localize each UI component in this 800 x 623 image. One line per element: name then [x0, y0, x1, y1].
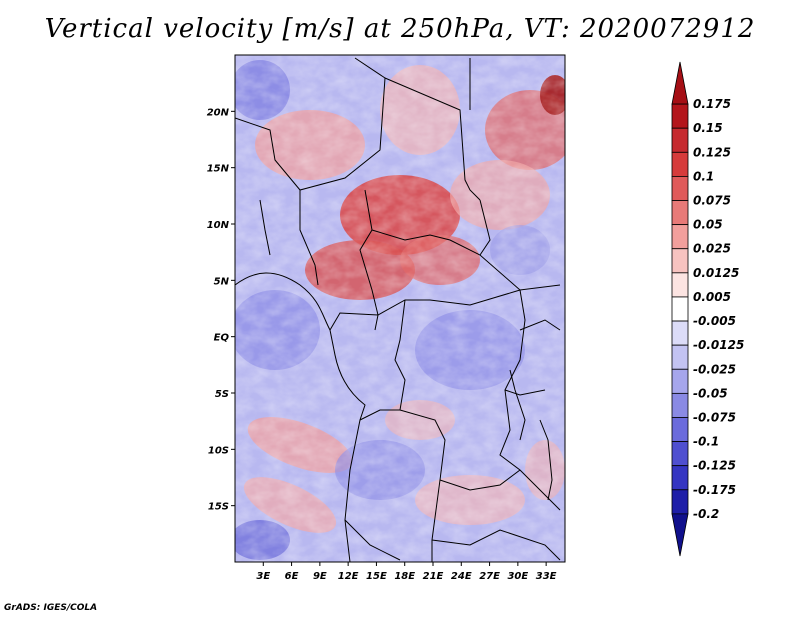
lon-label: 9E [313, 571, 327, 582]
lat-label: 10S [208, 445, 229, 456]
colorbar-swatch [671, 368, 689, 394]
colorbar-label: 0.0125 [693, 266, 739, 280]
map-title: Vertical velocity [m/s] at 250hPa, VT: 2… [44, 14, 756, 44]
plot-frame [234, 54, 566, 563]
lat-label: 15N [207, 164, 230, 175]
colorbar-swatch [671, 513, 689, 557]
lat-label: 15S [208, 502, 229, 513]
colorbar-swatch [671, 320, 689, 346]
colorbar-swatch [671, 441, 689, 467]
lon-label: 3E [256, 571, 270, 582]
colorbar-label: -0.1 [693, 435, 719, 449]
colorbar-label: 0.005 [693, 290, 731, 304]
colorbar: 0.175 0.15 0.125 0.1 0.075 0.05 0.025 0.0125 0.0… [671, 61, 744, 557]
colorbar-label: -0.125 [693, 459, 736, 473]
colorbar-swatch [671, 248, 689, 274]
lat-label: 5S [215, 389, 229, 400]
latitude-axis: 20N 15N 10N 5N EQ 5S 10S 15S [207, 107, 235, 513]
colorbar-label: -0.0125 [693, 338, 744, 352]
lon-label: 18E [394, 571, 415, 582]
colorbar-label: -0.075 [693, 410, 736, 424]
grads-credit: GrADS: IGES/COLA [4, 603, 98, 613]
colorbar-label: -0.175 [693, 483, 736, 497]
lon-label: 21E [423, 571, 444, 582]
lat-label: 20N [207, 107, 230, 118]
colorbar-label: -0.05 [693, 386, 728, 400]
colorbar-swatch [671, 465, 689, 491]
lat-label: 10N [207, 220, 230, 231]
colorbar-swatch [671, 224, 689, 250]
colorbar-label: 0.075 [693, 194, 731, 208]
lon-label: 30E [507, 571, 528, 582]
colorbar-label: -0.005 [693, 314, 736, 328]
longitude-axis: 3E 6E 9E 12E 15E 18E 21E 24E 27E 30E 33E [256, 562, 557, 582]
lat-label: 5N [214, 276, 230, 287]
colorbar-label: 0.1 [693, 169, 714, 183]
colorbar-swatch [671, 296, 689, 322]
colorbar-label: 0.125 [693, 145, 731, 159]
lon-label: 27E [479, 571, 500, 582]
colorbar-swatch [671, 344, 689, 370]
colorbar-label: 0.025 [693, 242, 731, 256]
lon-label: 15E [366, 571, 387, 582]
lon-label: 6E [285, 571, 299, 582]
country-borders [235, 57, 561, 562]
colorbar-swatch [671, 392, 689, 418]
colorbar-swatch [671, 151, 689, 177]
colorbar-swatch [671, 176, 689, 201]
colorbar-label: 0.15 [693, 121, 723, 135]
colorbar-label: 0.175 [693, 97, 731, 111]
colorbar-swatch [671, 127, 689, 153]
colorbar-swatch [671, 200, 689, 226]
velocity-field [235, 55, 565, 562]
colorbar-swatch [671, 417, 689, 442]
colorbar-swatch [671, 489, 689, 515]
colorbar-label: -0.025 [693, 362, 736, 376]
lat-label: EQ [214, 333, 230, 344]
lon-label: 12E [338, 571, 359, 582]
colorbar-swatch [671, 103, 689, 129]
lon-label: 24E [451, 571, 472, 582]
colorbar-label: -0.2 [693, 507, 719, 521]
lon-label: 33E [536, 571, 557, 582]
colorbar-label: 0.05 [693, 218, 723, 232]
colorbar-swatch [671, 272, 689, 298]
colorbar-swatch [671, 61, 689, 105]
